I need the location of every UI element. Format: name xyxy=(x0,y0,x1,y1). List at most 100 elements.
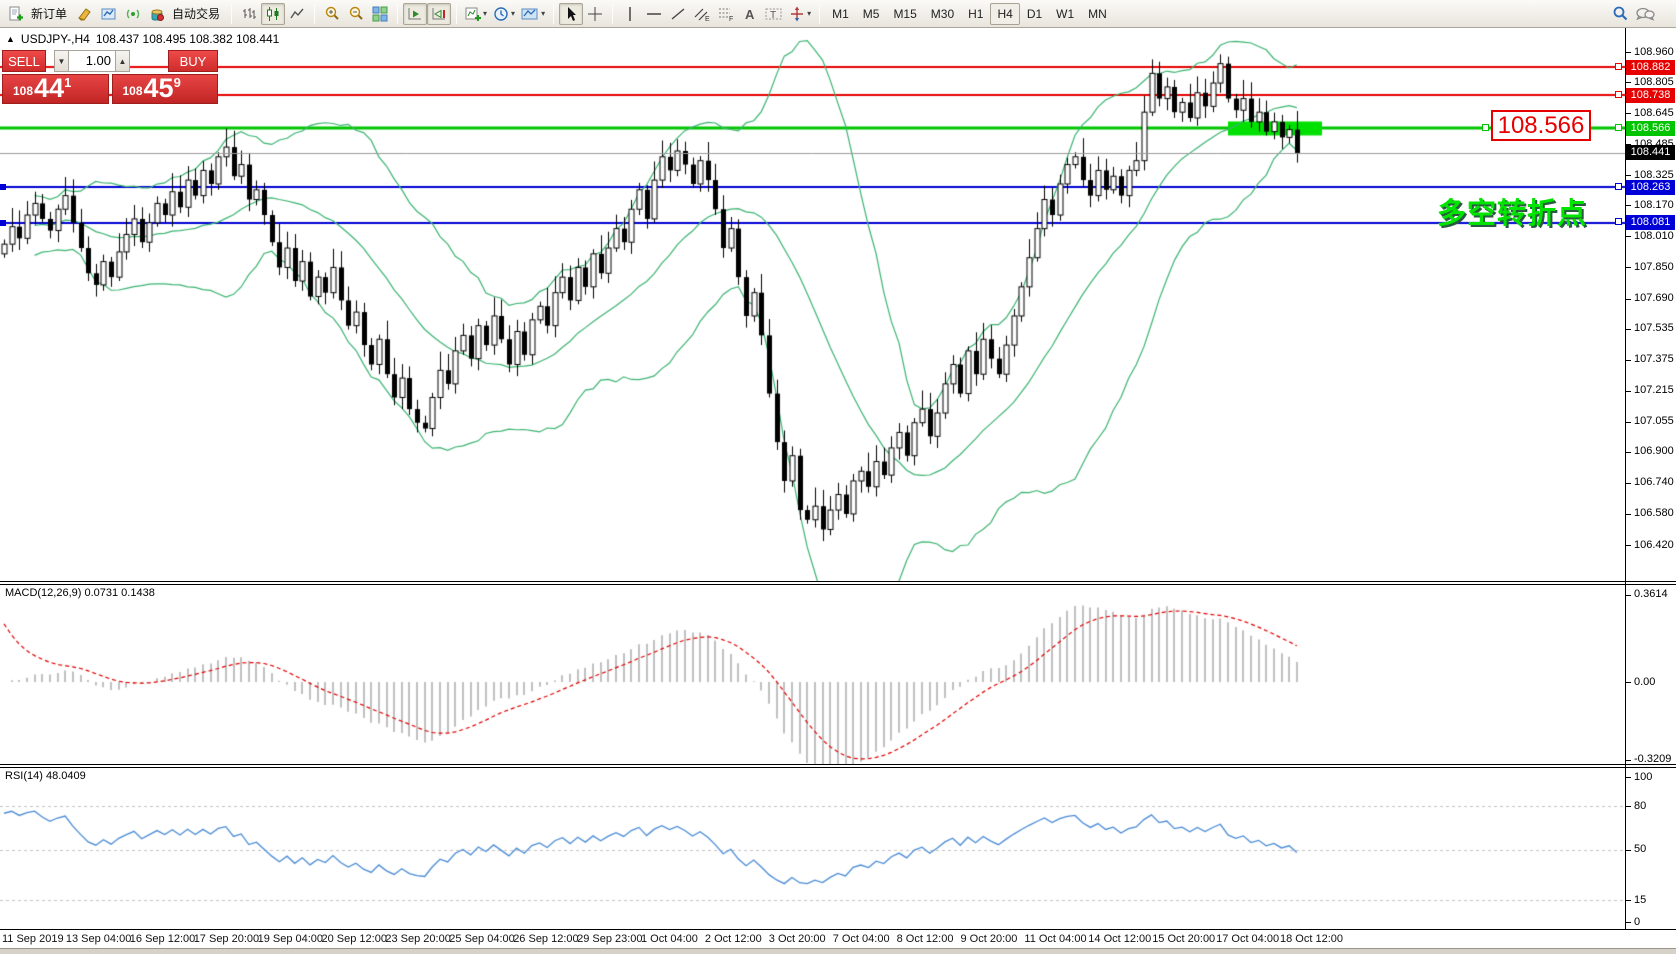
price-axis-label[interactable]: 106.740 xyxy=(1634,476,1674,489)
macd-axis-label[interactable]: -0.3209 xyxy=(1634,753,1672,766)
macd-axis-label[interactable]: 0.3614 xyxy=(1634,588,1668,601)
price-axis-label[interactable]: 108.645 xyxy=(1634,106,1674,119)
vertical-line-tool[interactable] xyxy=(618,3,642,25)
fibonacci-tool[interactable]: F xyxy=(714,3,738,25)
search-button[interactable] xyxy=(1608,3,1632,25)
price-axis-label[interactable]: 108.170 xyxy=(1634,198,1674,211)
time-axis-label[interactable]: 13 Sep 04:00 xyxy=(65,933,132,945)
time-axis-label[interactable]: 2 Oct 12:00 xyxy=(704,933,762,945)
price-level-label-box[interactable]: 108.566 xyxy=(1491,110,1591,141)
rsi-axis-label[interactable]: 50 xyxy=(1634,843,1647,855)
price-axis-label[interactable]: 106.580 xyxy=(1634,507,1674,520)
macd-axis-label[interactable]: 0.00 xyxy=(1634,675,1656,688)
line-handle[interactable] xyxy=(1482,123,1489,131)
volume-input[interactable]: 1.00 xyxy=(69,50,115,72)
timeframe-button-m5[interactable]: M5 xyxy=(862,6,880,21)
time-axis-label[interactable]: 19 Sep 04:00 xyxy=(257,933,324,945)
panel-divider[interactable] xyxy=(0,764,1676,768)
line-handle[interactable] xyxy=(1615,62,1622,70)
price-axis-label[interactable]: 107.850 xyxy=(1634,260,1674,273)
signals-button[interactable] xyxy=(121,3,145,25)
new-order-label[interactable]: 新订单 xyxy=(31,7,68,21)
community-chat-button[interactable] xyxy=(1632,3,1658,25)
time-axis-label[interactable]: 29 Sep 23:00 xyxy=(577,933,643,945)
timeframe-button-mn[interactable]: MN xyxy=(1088,6,1107,21)
price-axis-label[interactable]: 107.690 xyxy=(1634,292,1674,304)
profile-button[interactable] xyxy=(97,3,121,25)
zoom-out-button[interactable] xyxy=(344,3,368,25)
price-axis-label[interactable]: 107.375 xyxy=(1634,353,1674,366)
line-handle[interactable] xyxy=(1615,90,1622,98)
sell-price-display[interactable]: 108 44 1 xyxy=(2,74,109,104)
text-tool[interactable]: A xyxy=(738,3,762,25)
price-axis-label[interactable]: 107.535 xyxy=(1634,322,1674,335)
volume-increase-button[interactable]: ▲ xyxy=(115,50,130,72)
price-axis-label[interactable]: 108.960 xyxy=(1634,45,1674,58)
timeframe-button-d1[interactable]: D1 xyxy=(1026,6,1043,21)
rsi-axis-label[interactable]: 100 xyxy=(1634,770,1653,783)
price-axis-label[interactable]: 108.010 xyxy=(1634,229,1674,242)
auto-scroll-button[interactable] xyxy=(403,2,428,25)
horizontal-line-tool[interactable] xyxy=(642,3,666,25)
time-axis-label[interactable]: 14 Oct 12:00 xyxy=(1088,933,1152,945)
time-axis-label[interactable]: 16 Sep 12:00 xyxy=(129,933,196,945)
autotrading-button[interactable] xyxy=(145,3,169,25)
rsi-axis-label[interactable]: 0 xyxy=(1634,915,1641,928)
time-axis-label[interactable]: 8 Oct 12:00 xyxy=(896,933,954,945)
price-axis-label[interactable]: 108.325 xyxy=(1634,168,1674,181)
line-handle[interactable] xyxy=(1615,123,1622,131)
time-axis-label[interactable]: 7 Oct 04:00 xyxy=(832,933,890,945)
metaeditor-button[interactable] xyxy=(73,3,97,25)
zoom-in-button[interactable] xyxy=(320,3,344,25)
macd-canvas[interactable] xyxy=(0,585,1625,764)
price-axis-label[interactable]: 108.805 xyxy=(1634,75,1674,88)
time-axis-label[interactable]: 26 Sep 12:00 xyxy=(513,933,579,945)
time-axis-label[interactable]: 11 Oct 04:00 xyxy=(1024,933,1087,945)
indicators-dropdown[interactable]: ▾ xyxy=(462,3,490,25)
bar-chart-button[interactable] xyxy=(237,3,261,25)
rsi-canvas[interactable] xyxy=(0,768,1625,928)
main-chart-canvas[interactable] xyxy=(0,28,1625,582)
price-axis-label[interactable]: 107.215 xyxy=(1634,384,1674,397)
buy-price-display[interactable]: 108 45 9 xyxy=(111,74,218,104)
time-axis-label[interactable]: 25 Sep 04:00 xyxy=(449,933,515,945)
time-axis-label[interactable]: 15 Oct 20:00 xyxy=(1152,933,1216,945)
time-axis-label[interactable]: 20 Sep 12:00 xyxy=(321,933,387,945)
time-axis-label[interactable]: 11 Sep 2019 xyxy=(2,933,64,945)
crosshair-button[interactable] xyxy=(583,3,607,25)
templates-dropdown[interactable]: ▾ xyxy=(518,3,548,25)
trendline-tool[interactable] xyxy=(666,3,690,25)
price-axis-label[interactable]: 106.900 xyxy=(1634,445,1674,458)
annotation-text[interactable]: 多空转折点 xyxy=(1437,198,1588,230)
price-axis-label[interactable]: 106.420 xyxy=(1634,538,1674,551)
line-handle[interactable] xyxy=(1615,218,1622,226)
time-axis-label[interactable]: 17 Oct 04:00 xyxy=(1216,933,1280,945)
time-axis-label[interactable]: 17 Sep 20:00 xyxy=(193,933,260,945)
channel-tool[interactable]: E xyxy=(690,3,714,25)
chart-shift-button[interactable] xyxy=(427,2,452,25)
time-axis-label[interactable]: 18 Oct 12:00 xyxy=(1280,933,1343,945)
new-order-button[interactable] xyxy=(4,3,28,25)
time-axis[interactable] xyxy=(0,930,1676,948)
timeframe-button-m30[interactable]: M30 xyxy=(930,6,955,21)
autotrading-label[interactable]: 自动交易 xyxy=(172,7,221,21)
time-axis-label[interactable]: 23 Sep 20:00 xyxy=(385,933,451,945)
cursor-button[interactable] xyxy=(559,2,584,25)
rsi-axis-label[interactable]: 80 xyxy=(1634,799,1647,812)
timeframe-button-h4[interactable]: H4 xyxy=(990,2,1020,25)
candlestick-chart-button[interactable] xyxy=(261,2,286,25)
tile-windows-button[interactable] xyxy=(368,3,392,25)
timeframe-button-w1[interactable]: W1 xyxy=(1056,6,1075,21)
rsi-axis-label[interactable]: 15 xyxy=(1634,893,1647,906)
timeframe-button-h1[interactable]: H1 xyxy=(968,6,984,21)
sell-button[interactable]: SELL xyxy=(2,50,46,72)
line-handle[interactable] xyxy=(0,219,6,226)
time-axis-label[interactable]: 9 Oct 20:00 xyxy=(960,933,1018,945)
periods-dropdown[interactable]: ▾ xyxy=(490,3,518,25)
line-handle[interactable] xyxy=(1615,182,1622,190)
time-axis-label[interactable]: 1 Oct 04:00 xyxy=(641,933,698,945)
timeframe-button-m15[interactable]: M15 xyxy=(893,6,917,21)
text-label-tool[interactable]: T xyxy=(762,3,786,25)
arrows-dropdown[interactable]: ▾ xyxy=(786,3,814,25)
panel-divider[interactable] xyxy=(0,581,1676,585)
